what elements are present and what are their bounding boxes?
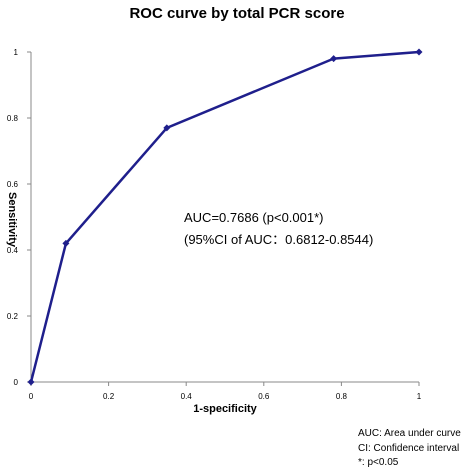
roc-point — [27, 378, 35, 386]
roc-point — [330, 55, 338, 63]
y-tick-label: 0.2 — [7, 312, 19, 321]
footer-ci-note: CI: Confidence interval — [358, 443, 460, 454]
y-tick-label: 0.8 — [7, 114, 19, 123]
x-tick-label: 0.8 — [336, 392, 348, 401]
roc-point — [62, 239, 70, 247]
x-tick-label: 0 — [29, 392, 34, 401]
x-tick-label: 0.6 — [258, 392, 270, 401]
x-tick-label: 0.2 — [103, 392, 115, 401]
tick-labels: 0 0.2 0.4 0.6 0.8 1 0 0.2 0.4 0.6 0.8 1 — [7, 48, 422, 401]
y-tick-label: 0 — [14, 378, 19, 387]
x-tick-label: 1 — [417, 392, 422, 401]
footer-auc-note: AUC: Area under curve — [358, 428, 461, 439]
series — [27, 48, 423, 386]
x-tick-label: 0.4 — [181, 392, 193, 401]
auc-annotation: AUC=0.7686 (p<0.001*) — [184, 210, 324, 225]
ci-annotation: (95%CI of AUC：0.6812-0.8544) — [184, 232, 374, 247]
chart-title: ROC curve by total PCR score — [129, 5, 345, 22]
y-tick-label: 0.6 — [7, 180, 19, 189]
roc-point — [415, 48, 423, 56]
axes — [27, 51, 420, 386]
y-axis-label-text: Sensitivity — [6, 192, 18, 248]
y-axis-label: Sensitivity — [0, 192, 18, 247]
y-tick-label: 0.4 — [7, 246, 19, 255]
y-tick-label: 1 — [14, 48, 19, 57]
footer-p-note: *: p<0.05 — [358, 457, 399, 468]
roc-point — [163, 124, 171, 132]
x-axis-label: 1-specificity — [193, 403, 257, 415]
